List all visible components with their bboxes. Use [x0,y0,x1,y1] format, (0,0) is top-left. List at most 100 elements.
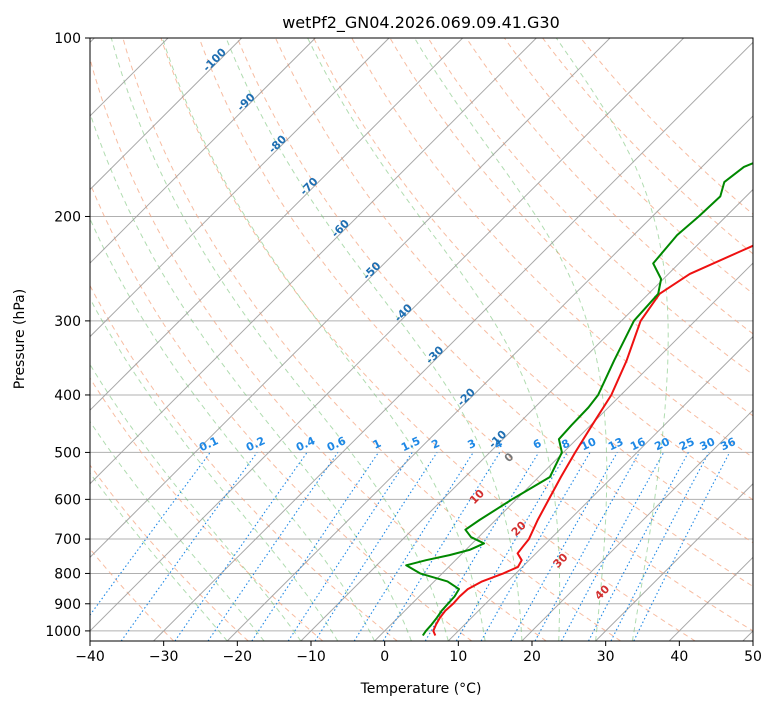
temperature-profile-line [432,244,753,636]
y-tick-label: 100 [54,31,81,47]
isotherm [742,630,753,641]
y-tick-label: 800 [54,566,81,582]
isotherm-label: 40 [592,582,612,602]
isotherm [300,188,753,641]
dry-adiabat [90,464,249,641]
dry-adiabat [198,38,753,632]
isotherm-label: -50 [360,259,383,282]
isotherm-label: -10 [486,428,509,451]
isotherm [90,38,390,338]
y-tick-label: 700 [54,532,81,548]
y-tick-label: 600 [54,492,81,508]
y-tick-label: 200 [54,209,81,225]
isotherms [90,38,753,641]
isotherm [668,556,753,641]
mixing-ratio-label: 0.4 [294,434,317,454]
isotherm [153,41,753,641]
mixing-ratio-line [480,452,591,641]
profile-series [405,162,753,637]
mixing-ratio-line [207,452,339,641]
chart-title: wetPf2_GN04.2026.069.09.41.G30 [282,13,560,33]
y-tick-label: 1000 [45,624,81,640]
mixing-ratio-label: 6 [531,437,544,452]
x-tick-label: −10 [296,649,326,665]
mixing-ratio-line [534,452,640,641]
dry-adiabat [427,38,753,376]
x-tick-label: −20 [223,649,253,665]
dry-adiabat [90,548,175,641]
moist-adiabat [90,363,302,641]
x-tick-label: 40 [670,649,688,665]
dry-adiabat [90,377,324,641]
x-axis-label: Temperature (°C) [360,681,482,697]
mixing-ratio-label: 36 [718,435,738,453]
moist-adiabat [555,38,669,641]
y-axis: 100 200 300 400 500 600 700 800 900 1000 [45,31,90,640]
isotherm-label: -80 [266,132,289,155]
mixing-ratio-line [353,452,474,641]
moist-adiabat [90,217,376,641]
x-tick-label: 10 [449,649,467,665]
moist-adiabat [161,38,486,641]
dry-adiabat [160,38,696,641]
dry-adiabat [389,38,753,417]
mixing-ratio-label: 1 [371,437,383,452]
mixing-ratio-label: 20 [653,435,673,453]
mixing-ratio-line [633,452,731,641]
mixing-ratio-label: 0.2 [244,434,267,454]
mixing-ratio-line [588,452,689,641]
isotherm [595,483,753,641]
mixing-ratio-label: 16 [628,435,648,453]
mixing-ratio-line [610,452,710,641]
isotherm-label: -90 [235,90,258,113]
dry-adiabat [275,38,753,544]
dry-adiabat [351,38,753,459]
background-labels: 0.1 0.2 0.4 0.6 1 1.5 2 3 4 6 8 10 13 16 20 25 30 36-100-… [197,45,738,602]
x-tick-label: 0 [380,649,389,665]
isotherm [90,38,685,632]
dry-adiabat [90,284,398,641]
mixing-ratio-line [174,452,308,641]
dry-adiabat [313,38,753,501]
dewpoint-profile-line [405,162,753,637]
moist-adiabat [90,420,265,641]
mixing-ratio-line [251,452,379,641]
isotherm-label: 10 [467,487,487,507]
dry-adiabat [236,38,753,587]
plot-area: 0.1 0.2 0.4 0.6 1 1.5 2 3 4 6 8 10 13 16 20 25 30 36-100-… [90,38,753,641]
mixing-ratio-label: 0.1 [197,434,220,454]
isotherm-label: -100 [200,45,229,74]
dry-adiabat [90,181,473,641]
isotherm [374,262,753,641]
isotherm [90,38,243,191]
mixing-ratio-line [287,452,413,641]
x-tick-label: −40 [75,649,105,665]
mixing-ratio-label: 1.5 [399,434,422,454]
isotherm [226,115,753,641]
moist-adiabat [307,38,561,641]
isotherm-label: -70 [297,175,320,198]
dry-adiabats [90,38,753,641]
x-axis: −40 −30 −20 −10 0 10 20 30 40 50 [75,641,762,665]
mixing-ratio-label: 0.6 [325,434,348,454]
dry-adiabat [465,38,753,335]
mixing-ratio-lines [90,452,731,641]
isotherm [521,409,753,641]
moist-adiabat [414,38,608,641]
y-axis-label: Pressure (hPa) [12,289,28,389]
x-tick-label: 30 [597,649,615,665]
y-tick-label: 900 [54,597,81,613]
moist-adiabat [225,38,523,641]
mixing-ratio-label: 25 [677,435,696,453]
mixing-ratio-line [561,452,665,641]
mixing-ratio-label: 30 [698,435,718,453]
dry-adiabat [90,56,547,641]
moist-adiabat [90,472,228,641]
isotherm [90,38,537,485]
isotherm [90,38,464,411]
mixing-ratio-label: 13 [606,435,625,453]
moist-adiabat [110,38,449,641]
y-tick-label: 400 [54,388,81,404]
isotherm [447,335,753,641]
